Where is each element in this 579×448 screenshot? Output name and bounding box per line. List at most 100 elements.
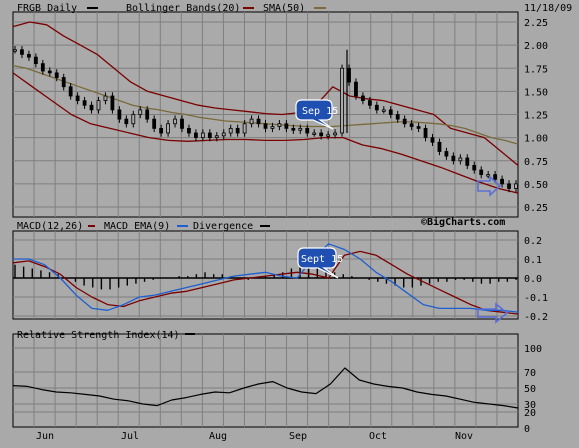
- macd-callout-bubble: [297, 247, 339, 279]
- price-candle: [194, 132, 198, 139]
- macd-arrow-right: [477, 302, 509, 324]
- price-candle: [152, 118, 157, 129]
- legend-price-label: FRGB Daily: [17, 3, 77, 14]
- y-tick-label: 0.25: [524, 203, 548, 214]
- chart-series: [12, 21, 519, 409]
- y-tick-label: 0.75: [524, 157, 548, 168]
- price-candle: [242, 123, 247, 134]
- price-candle: [138, 109, 143, 115]
- price-candle: [180, 118, 184, 129]
- bollinger-lower-line: [12, 72, 519, 194]
- price-candle: [270, 126, 275, 129]
- y-tick-label: 0: [524, 424, 530, 435]
- y-tick-label: 0.2: [524, 236, 542, 247]
- price-candle: [27, 53, 31, 58]
- y-tick-label: 20: [524, 408, 536, 419]
- y-tick-label: 1.50: [524, 87, 548, 98]
- price-candle: [430, 137, 435, 143]
- legend-macd-ema-label: MACD EMA(9): [104, 221, 170, 232]
- price-candle: [291, 127, 296, 131]
- price-candle: [486, 174, 491, 177]
- x-tick-label: Oct: [369, 431, 387, 442]
- price-candle: [124, 118, 129, 125]
- macd-legend: MACD(12,26) MACD EMA(9) Divergence: [17, 221, 270, 232]
- price-candle: [82, 100, 87, 106]
- rsi-line: [12, 367, 519, 409]
- price-candle: [207, 132, 212, 139]
- price-candle: [479, 169, 484, 176]
- chart-date: 11/18/09: [524, 3, 572, 14]
- price-candle: [347, 67, 351, 83]
- y-tick-label: 1.00: [524, 134, 548, 145]
- price-candle: [500, 178, 504, 185]
- y-tick-label: -0.1: [524, 293, 548, 304]
- y-tick-label: 0.50: [524, 180, 548, 191]
- price-candle: [472, 164, 477, 171]
- price-candle: [228, 127, 233, 134]
- y-tick-label: 2.25: [524, 18, 548, 29]
- price-candle: [256, 118, 261, 125]
- price-candle: [319, 132, 324, 137]
- price-candle: [423, 127, 428, 139]
- bigcharts-watermark: ©BigCharts.com: [421, 216, 505, 228]
- axis-ticks: Jun Jul Aug Sep Oct Nov 2.25 2.00 1.75 1.50 1.25 1.…: [36, 18, 548, 442]
- macd-callout-sept15: Sept 15: [297, 247, 343, 279]
- y-tick-label: 0.0: [524, 274, 542, 285]
- price-candle: [333, 132, 337, 136]
- y-tick-label: -0.2: [524, 312, 548, 323]
- price-candle: [47, 70, 52, 74]
- price-candle: [326, 134, 331, 137]
- x-tick-label: Jul: [121, 431, 139, 442]
- price-candle: [507, 183, 511, 189]
- price-candle: [277, 123, 282, 127]
- price-candle: [103, 95, 108, 102]
- legend-bollinger-label: Bollinger Bands(20): [126, 3, 240, 14]
- price-candle: [465, 157, 470, 166]
- grid-lines: [13, 12, 518, 427]
- price-candle: [493, 174, 498, 180]
- price-candle: [437, 141, 442, 152]
- price-candle: [444, 151, 449, 157]
- macd-ema-line: [13, 243, 519, 313]
- price-candle: [20, 49, 24, 55]
- price-candle: [13, 49, 17, 52]
- price-candle: [89, 104, 94, 111]
- x-tick-label: Jun: [36, 431, 54, 442]
- bollinger-upper-line: [12, 21, 519, 166]
- price-arrow-right: [477, 175, 502, 197]
- y-tick-label: 70: [524, 368, 536, 379]
- price-candle: [200, 132, 205, 139]
- price-candle: [75, 95, 80, 102]
- price-candle: [68, 86, 73, 97]
- price-candle: [159, 127, 164, 134]
- price-candle: [96, 100, 101, 111]
- y-tick-label: 100: [524, 344, 542, 355]
- price-candle: [284, 123, 289, 129]
- macd-callout-text: Sept 15: [301, 254, 343, 265]
- price-legend: FRGB Daily Bollinger Bands(20) SMA(50) 1…: [17, 3, 572, 14]
- price-candle: [235, 127, 240, 134]
- y-tick-label: 1.75: [524, 64, 548, 75]
- y-tick-label: 1.25: [524, 111, 548, 122]
- y-tick-label: 30: [524, 400, 536, 411]
- price-candle: [374, 104, 379, 111]
- price-candle: [416, 126, 421, 129]
- price-candle: [388, 109, 393, 115]
- price-candle: [381, 109, 386, 112]
- y-tick-label: 2.00: [524, 41, 548, 52]
- price-candle: [458, 157, 463, 162]
- price-candle: [33, 56, 38, 65]
- x-tick-label: Nov: [455, 431, 473, 442]
- price-candle: [395, 114, 400, 120]
- price-callout-bubble: [295, 99, 334, 130]
- price-candle: [249, 118, 254, 125]
- price-candle: [361, 95, 365, 102]
- price-candle: [166, 123, 170, 134]
- price-candle: [40, 63, 45, 72]
- price-candle: [409, 123, 414, 127]
- legend-sma-label: SMA(50): [263, 3, 305, 14]
- price-candle: [305, 127, 310, 134]
- legend-rsi-label: Relative Strength Index(14): [17, 330, 180, 341]
- price-candle: [263, 123, 268, 129]
